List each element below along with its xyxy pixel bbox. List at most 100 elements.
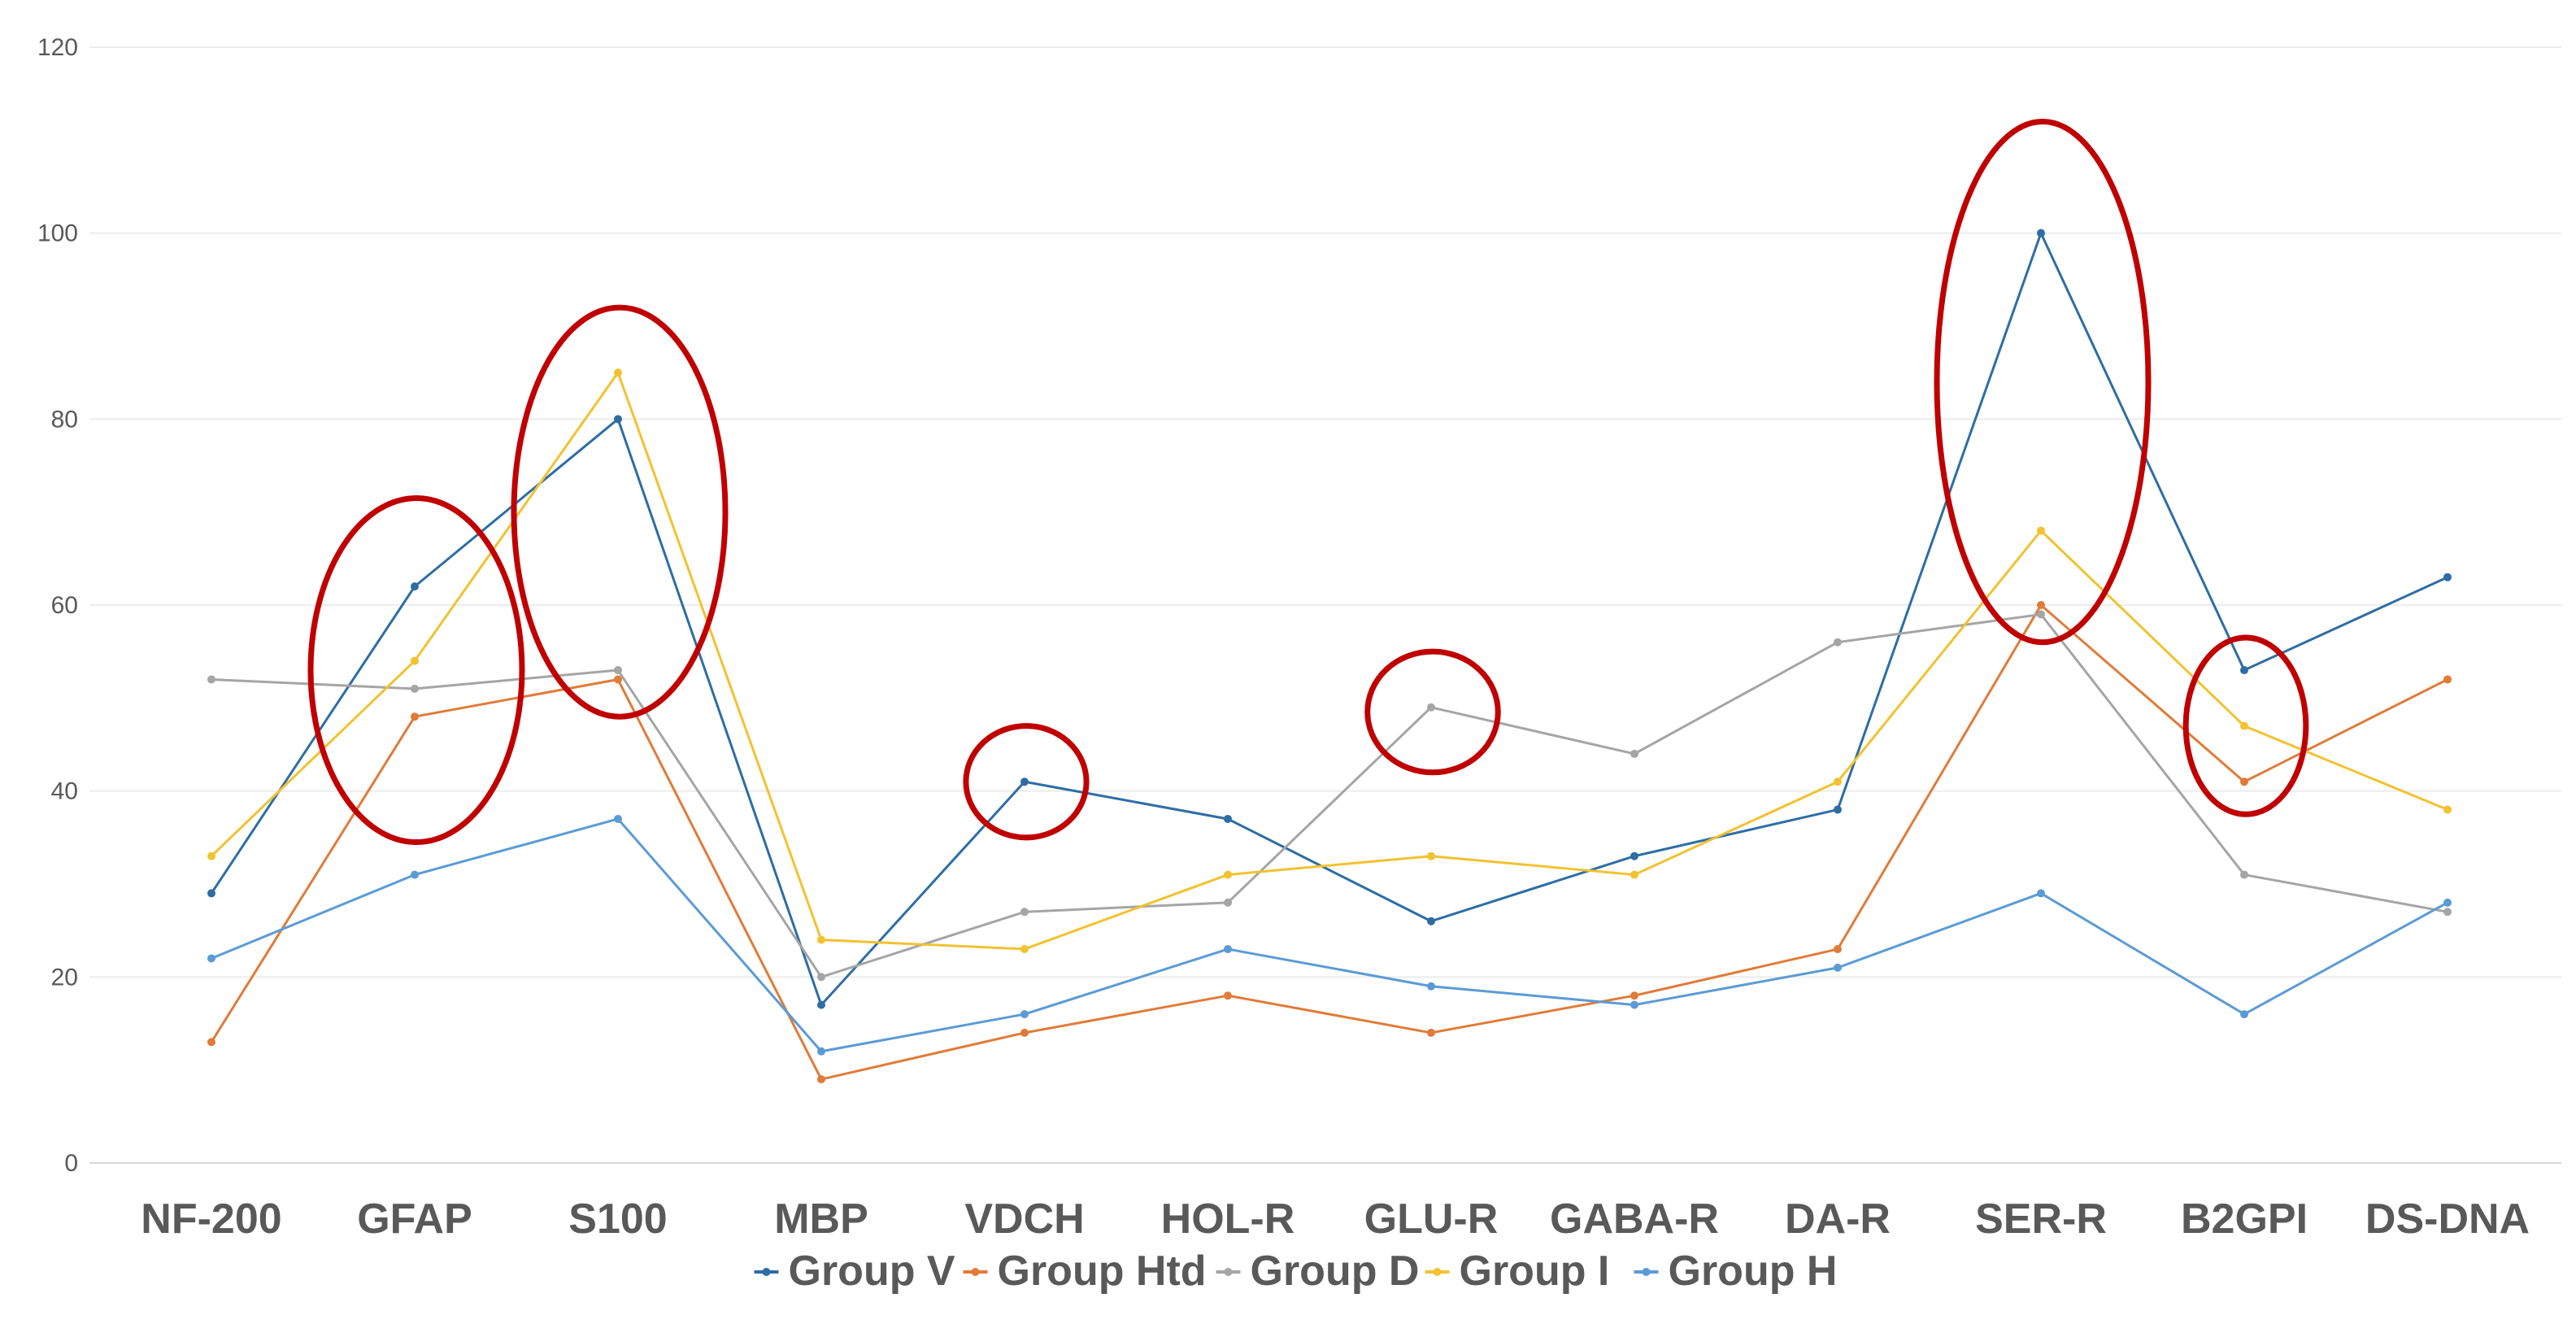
data-point xyxy=(817,1000,825,1009)
highlight-ellipse-ser-r xyxy=(1934,118,2152,646)
data-point xyxy=(1427,1028,1435,1037)
highlight-ellipse-glu-r xyxy=(1364,648,1501,776)
series-line-group-h xyxy=(211,817,2448,1053)
data-point xyxy=(1427,851,1435,860)
legend-item-group-h: Group H xyxy=(1634,1248,1838,1295)
data-point xyxy=(2443,908,2452,917)
data-point xyxy=(411,582,419,591)
legend-label: Group H xyxy=(1669,1248,1838,1295)
data-point xyxy=(817,935,825,944)
data-point xyxy=(207,851,215,860)
data-point xyxy=(1427,917,1435,925)
data-point xyxy=(411,712,419,721)
data-point xyxy=(614,368,622,377)
legend-item-group-htd: Group Htd xyxy=(963,1248,1207,1295)
series-group-htd xyxy=(207,601,2452,1084)
legend: Group V Group Htd Group D Group I Group H xyxy=(754,1248,1838,1295)
data-point xyxy=(2443,573,2452,581)
y-tick-label: 40 xyxy=(51,778,78,805)
data-point xyxy=(2037,601,2045,609)
data-point xyxy=(2240,1010,2248,1019)
highlight-ellipse-s100 xyxy=(511,304,729,720)
data-point xyxy=(1427,982,1435,991)
x-tick-label: GABA-R xyxy=(1550,1195,1719,1243)
data-point xyxy=(614,675,622,684)
data-point xyxy=(614,415,622,424)
x-tick-label: B2GPI xyxy=(2181,1195,2308,1243)
data-point xyxy=(207,675,215,684)
data-point xyxy=(207,889,215,898)
y-tick-label: 0 xyxy=(64,1150,78,1177)
series-line-group-i xyxy=(210,371,2448,951)
data-point xyxy=(1427,703,1435,712)
legend-item-group-d: Group D xyxy=(1216,1248,1420,1295)
data-point xyxy=(614,814,622,823)
data-point xyxy=(1630,991,1638,1000)
legend-label: Group D xyxy=(1251,1248,1420,1295)
x-tick-label: HOL-R xyxy=(1161,1195,1295,1243)
series-group-d xyxy=(207,610,2452,982)
legend-label: Group I xyxy=(1460,1248,1610,1295)
legend-marker xyxy=(971,1268,980,1276)
legend-item-group-v: Group V xyxy=(754,1248,955,1295)
x-tick-label: S100 xyxy=(568,1195,667,1243)
x-tick-label: DS-DNA xyxy=(2365,1195,2530,1243)
x-tick-label: NF-200 xyxy=(141,1195,281,1243)
data-point xyxy=(2443,675,2452,684)
data-point xyxy=(1630,870,1638,879)
data-point xyxy=(1020,777,1029,786)
data-point xyxy=(207,1038,215,1047)
data-point xyxy=(2037,610,2045,619)
legend-label: Group Htd xyxy=(998,1248,1207,1295)
y-tick-label: 80 xyxy=(51,406,78,433)
data-point xyxy=(2037,229,2045,237)
y-tick-label: 120 xyxy=(37,34,78,61)
data-point xyxy=(817,1047,825,1056)
data-point xyxy=(2443,805,2452,814)
data-point xyxy=(1834,945,1842,954)
data-point xyxy=(1224,898,1232,907)
series-group-v xyxy=(207,229,2452,1009)
data-point xyxy=(1224,991,1232,1000)
data-point xyxy=(1630,749,1638,758)
data-point xyxy=(411,684,419,693)
series-group-h xyxy=(207,814,2452,1056)
data-point xyxy=(2240,721,2248,730)
x-tick-label: DA-R xyxy=(1785,1195,1891,1243)
data-point xyxy=(1834,963,1842,972)
highlight-ellipse-b2gpi xyxy=(2182,634,2309,817)
series-lines xyxy=(207,229,2452,1084)
data-point xyxy=(1834,777,1842,786)
x-tick-label: GLU-R xyxy=(1364,1195,1499,1243)
data-point xyxy=(614,666,622,675)
series-line-group-v xyxy=(210,232,2448,1007)
series-line-group-d xyxy=(211,612,2448,978)
data-point xyxy=(817,1075,825,1084)
legend-marker xyxy=(1642,1268,1651,1276)
x-tick-label: SER-R xyxy=(1975,1195,2107,1243)
data-point xyxy=(2240,666,2248,675)
data-point xyxy=(1020,908,1029,917)
x-tick-label: GFAP xyxy=(357,1195,472,1243)
data-point xyxy=(411,870,419,879)
data-point xyxy=(1834,638,1842,647)
legend-marker xyxy=(1433,1268,1442,1276)
legend-marker xyxy=(1224,1268,1233,1276)
highlight-ellipse-vdch xyxy=(963,723,1090,841)
data-point xyxy=(817,973,825,982)
data-point xyxy=(2240,777,2248,786)
data-point xyxy=(2443,898,2452,907)
y-axis-ticks: 0 20 40 60 80 100 120 xyxy=(37,34,78,1177)
data-point xyxy=(1224,814,1232,823)
x-tick-label: VDCH xyxy=(964,1195,1084,1243)
data-point xyxy=(1224,870,1232,879)
y-tick-label: 100 xyxy=(37,220,78,247)
highlight-ellipses xyxy=(307,118,2309,846)
data-point xyxy=(1630,1000,1638,1009)
legend-label: Group V xyxy=(789,1248,955,1295)
data-point xyxy=(411,656,419,665)
data-point xyxy=(1834,805,1842,814)
series-group-i xyxy=(207,368,2452,954)
data-point xyxy=(1020,1028,1029,1037)
